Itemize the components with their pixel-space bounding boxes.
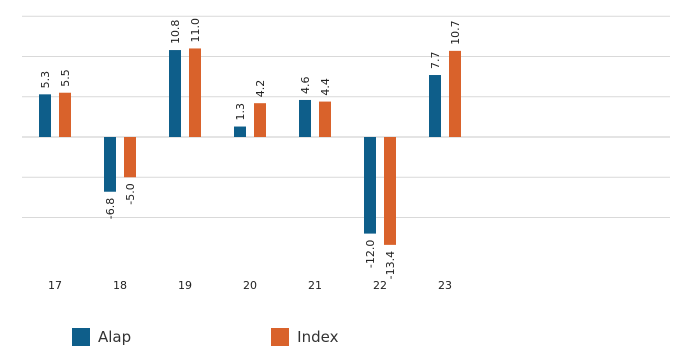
legend-swatch-index	[271, 328, 290, 346]
value-label-alap-19: 10.8	[169, 20, 182, 45]
value-label-index-23: 10.7	[449, 20, 462, 45]
bar-index-18	[124, 137, 136, 178]
category-label-22: 22	[373, 279, 387, 292]
value-label-alap-21: 4.6	[299, 76, 312, 94]
category-label-23: 23	[438, 279, 452, 292]
bar-alap-22	[364, 137, 376, 234]
legend-item-alap: Alap	[72, 328, 131, 346]
value-label-index-18: -5.0	[124, 183, 137, 204]
bar-index-21	[319, 101, 331, 137]
legend-label-index: Index	[297, 328, 339, 346]
value-label-alap-20: 1.3	[234, 103, 247, 121]
bar-alap-23	[429, 75, 441, 137]
bar-alap-20	[234, 126, 246, 137]
bar-index-19	[189, 48, 201, 138]
value-label-index-21: 4.4	[319, 78, 332, 96]
value-label-alap-17: 5.3	[39, 71, 52, 89]
legend-swatch-alap	[72, 328, 90, 346]
bar-index-23	[449, 50, 461, 137]
value-label-alap-22: -12.0	[364, 240, 377, 268]
value-label-alap-18: -6.8	[104, 198, 117, 219]
value-label-alap-23: 7.7	[429, 52, 442, 70]
category-label-18: 18	[113, 279, 127, 292]
legend-label-alap: Alap	[98, 328, 132, 346]
bar-index-20	[254, 103, 266, 137]
legend-item-index: Index	[271, 328, 338, 346]
category-label-21: 21	[308, 279, 322, 292]
category-label-20: 20	[243, 279, 257, 292]
category-label-19: 19	[178, 279, 192, 292]
legend: Alap Index	[72, 328, 478, 346]
bar-alap-21	[299, 99, 311, 137]
bar-alap-19	[169, 50, 181, 138]
value-label-index-22: -13.4	[384, 251, 397, 279]
bar-alap-18	[104, 137, 116, 192]
bar-index-17	[59, 92, 71, 137]
chart-plot: 5.3 5.5 17 -6.8 -5.0 18 10.8 11.0 19 1.3 4.2 20 4.6 4…	[22, 15, 670, 292]
bar-index-22	[384, 137, 396, 245]
value-label-index-19: 11.0	[189, 18, 202, 43]
category-label-17: 17	[48, 279, 62, 292]
value-label-index-20: 4.2	[254, 80, 267, 98]
bar-alap-17	[39, 94, 51, 137]
value-label-index-17: 5.5	[59, 69, 72, 87]
